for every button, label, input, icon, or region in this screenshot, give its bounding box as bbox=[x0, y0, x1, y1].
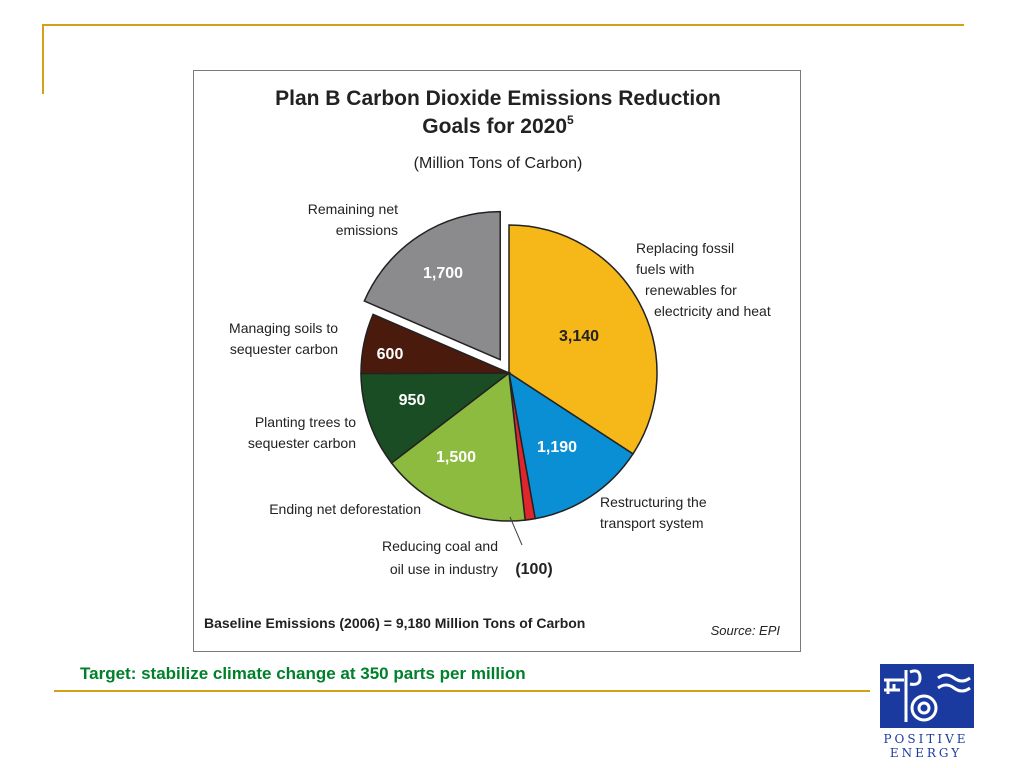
category-label-trees: Planting trees to sequester carbon bbox=[248, 414, 356, 451]
value-label-remaining: 1,700 bbox=[423, 265, 463, 282]
baseline-note: Baseline Emissions (2006) = 9,180 Millio… bbox=[204, 615, 585, 631]
category-label-fossil: Replacing fossil fuels with renewables for… bbox=[636, 240, 771, 319]
chart-frame: Plan B Carbon Dioxide Emissions Reductio… bbox=[193, 70, 801, 652]
chart-subtitle: (Million Tons of Carbon) bbox=[414, 155, 583, 172]
chart-title-line2: Goals for 20205 bbox=[422, 113, 574, 138]
value-label-deforestation: 1,500 bbox=[436, 449, 476, 466]
pie-slices-group bbox=[360, 210, 658, 522]
category-label-soils: Managing soils to sequester carbon bbox=[229, 320, 338, 357]
value-label-coal: (100) bbox=[515, 561, 552, 578]
pie-slice-deforestation bbox=[390, 371, 527, 522]
leader-line-coal bbox=[509, 516, 523, 546]
pie-slice-transport bbox=[507, 371, 634, 520]
pie-labels-group: 3,140 Replacing fossil fuels with renewable… bbox=[229, 201, 771, 578]
chart-title-superscript: 5 bbox=[567, 113, 574, 127]
category-label-remaining: Remaining net emissions bbox=[308, 201, 398, 238]
positive-energy-logo: POSITIVE ENERGY bbox=[876, 664, 976, 764]
logo-mark-icon bbox=[880, 664, 974, 728]
logo-word-energy: ENERGY bbox=[889, 746, 963, 760]
pie-chart: Plan B Carbon Dioxide Emissions Reductio… bbox=[204, 87, 781, 638]
chart-title-line2-text: Goals for 2020 bbox=[422, 115, 567, 138]
chart-source: Source: EPI bbox=[711, 623, 781, 638]
pie-slice-remaining bbox=[363, 210, 501, 361]
category-label-coal: Reducing coal and oil use in industry bbox=[382, 538, 498, 577]
value-label-transport: 1,190 bbox=[537, 439, 577, 456]
bottom-accent-rule bbox=[54, 690, 870, 692]
pie-slice-soils bbox=[360, 313, 510, 375]
footer-target-text: Target: stabilize climate change at 350 … bbox=[80, 664, 526, 683]
category-label-deforestation: Ending net deforestation bbox=[269, 501, 421, 517]
top-accent-rule bbox=[42, 24, 964, 26]
category-label-transport: Restructuring the transport system bbox=[600, 494, 707, 531]
chart-title-line1: Plan B Carbon Dioxide Emissions Reductio… bbox=[275, 87, 721, 110]
value-label-trees: 950 bbox=[399, 392, 426, 409]
logo-word-positive: POSITIVE bbox=[883, 732, 969, 746]
pie-slice-trees bbox=[360, 372, 512, 465]
value-label-soils: 600 bbox=[377, 346, 404, 363]
value-label-fossil: 3,140 bbox=[559, 328, 599, 345]
left-accent-rule bbox=[42, 24, 44, 94]
